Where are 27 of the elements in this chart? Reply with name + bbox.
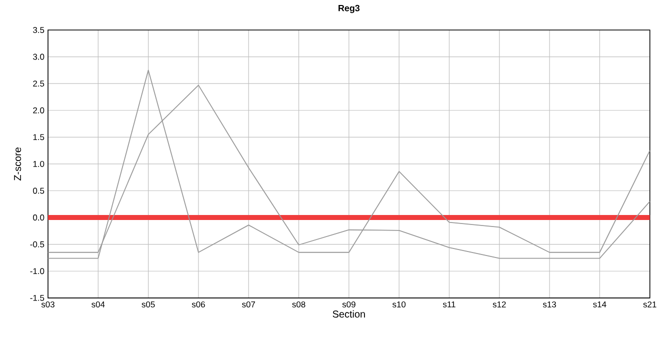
y-axis-title: Z-score	[14, 148, 22, 181]
y-tick-label: -1.0	[30, 268, 44, 274]
y-tick-label: 1.0	[33, 161, 44, 167]
x-tick-label: s07	[242, 301, 256, 308]
x-tick-label: s09	[342, 301, 356, 308]
y-tick-label: 3.0	[33, 54, 44, 60]
x-tick-label: s21	[643, 301, 656, 308]
y-tick-label: 0.0	[33, 214, 44, 221]
y-tick-label: 1.5	[33, 134, 44, 140]
x-tick-label: s05	[142, 301, 155, 308]
y-tick-label: -1.5	[30, 295, 44, 301]
x-tick-label: s11	[442, 301, 456, 308]
x-tick-label: s04	[92, 301, 105, 308]
y-tick-label: 2.0	[33, 107, 44, 114]
x-tick-label: s03	[41, 301, 54, 308]
x-tick-label: s12	[492, 301, 506, 308]
x-tick-label: s13	[542, 301, 556, 308]
chart-title: Reg3	[338, 4, 360, 14]
y-tick-label: 3.5	[33, 27, 44, 34]
x-tick-label: s10	[392, 301, 406, 308]
y-tick-label: 2.5	[33, 80, 44, 87]
x-tick-label: s06	[192, 301, 205, 308]
y-tick-label: 0.5	[33, 188, 44, 194]
x-tick-label: s14	[593, 301, 606, 308]
x-tick-label: s08	[292, 301, 306, 308]
y-tick-label: -0.5	[30, 241, 44, 248]
x-axis-title: Section	[332, 310, 365, 318]
